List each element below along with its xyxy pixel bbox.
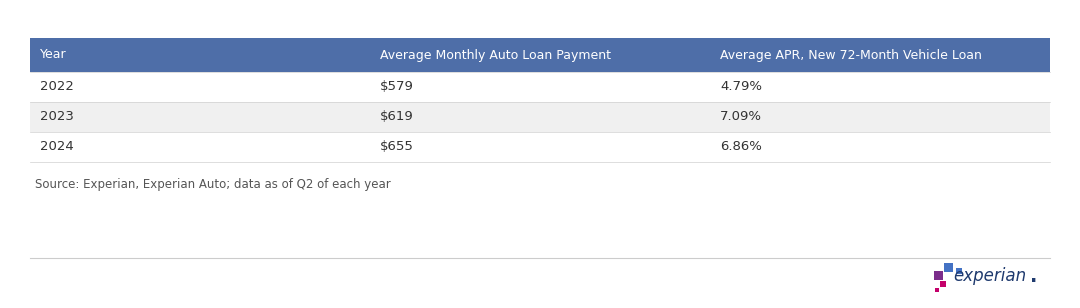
Text: Average Monthly Auto Loan Payment: Average Monthly Auto Loan Payment	[380, 48, 611, 62]
Text: experian: experian	[954, 267, 1027, 285]
Text: 4.79%: 4.79%	[720, 80, 761, 94]
Bar	[935, 288, 939, 292]
Text: Average APR, New 72-Month Vehicle Loan: Average APR, New 72-Month Vehicle Loan	[720, 48, 982, 62]
Text: 7.09%: 7.09%	[720, 111, 761, 124]
Bar	[30, 38, 370, 72]
Bar	[710, 132, 1050, 162]
Bar	[710, 102, 1050, 132]
Bar	[956, 268, 962, 274]
Bar	[370, 72, 710, 102]
Text: 2024: 2024	[40, 140, 73, 153]
Bar	[370, 132, 710, 162]
Bar	[370, 102, 710, 132]
Text: .: .	[1030, 266, 1038, 286]
Bar	[30, 102, 370, 132]
Text: 2023: 2023	[40, 111, 73, 124]
Text: 2022: 2022	[40, 80, 73, 94]
Bar	[710, 38, 1050, 72]
Bar	[944, 262, 953, 271]
Text: $655: $655	[380, 140, 414, 153]
Bar	[30, 72, 370, 102]
Text: 6.86%: 6.86%	[720, 140, 761, 153]
Bar	[933, 270, 943, 279]
Bar	[940, 281, 946, 287]
Text: $619: $619	[380, 111, 414, 124]
Bar	[30, 132, 370, 162]
Text: Year: Year	[40, 48, 67, 62]
Text: $579: $579	[380, 80, 414, 94]
Text: Source: Experian, Experian Auto; data as of Q2 of each year: Source: Experian, Experian Auto; data as…	[35, 178, 391, 191]
Bar	[710, 72, 1050, 102]
Bar	[370, 38, 710, 72]
